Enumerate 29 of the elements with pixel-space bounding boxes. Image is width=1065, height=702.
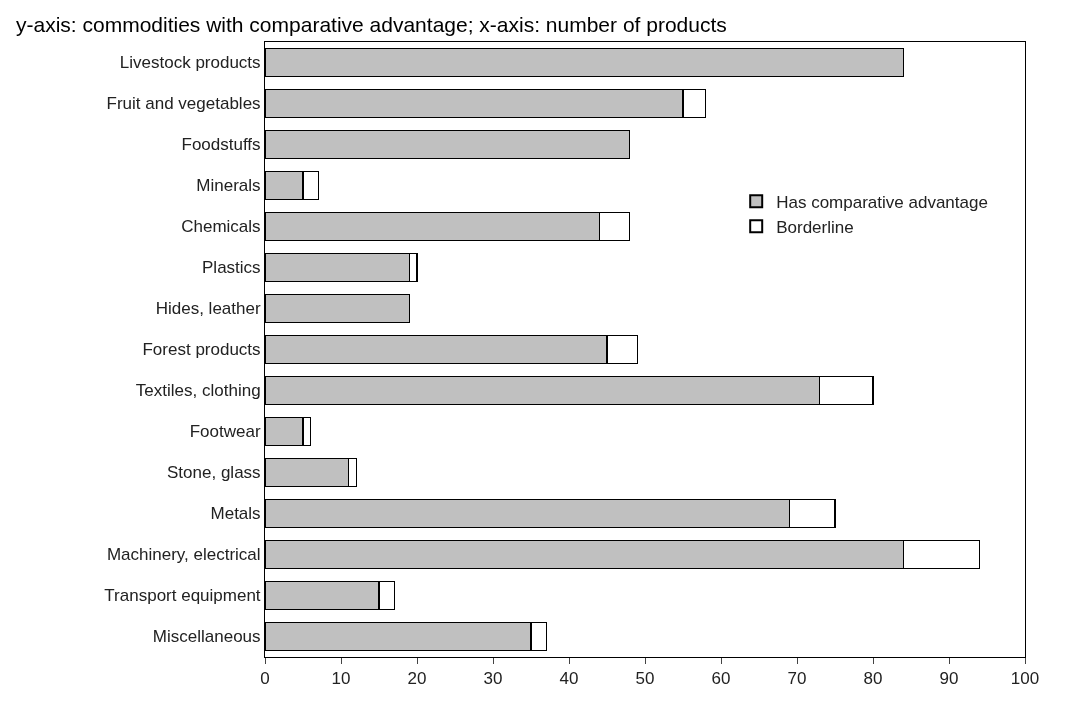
x-tick-label: 70 bbox=[787, 669, 807, 689]
x-tick-label: 0 bbox=[260, 669, 270, 689]
chart-title: y-axis: commodities with comparative advantage; x-axis: number of products bbox=[15, 13, 727, 37]
y-tick-label: Minerals bbox=[196, 176, 261, 196]
x-tick-label: 40 bbox=[559, 669, 579, 689]
y-tick-label: Stone, glass bbox=[167, 463, 261, 483]
y-tick-label: Hides, leather bbox=[155, 299, 261, 319]
legend-label: Borderline bbox=[776, 217, 854, 237]
y-tick-label: Machinery, electrical bbox=[106, 545, 261, 565]
y-tick-label: Fruit and vegetables bbox=[106, 94, 261, 114]
x-tick-label: 20 bbox=[407, 669, 427, 689]
x-tick-label: 30 bbox=[483, 669, 503, 689]
y-tick-label: Forest products bbox=[142, 340, 261, 360]
x-tick-label: 60 bbox=[711, 669, 731, 689]
y-tick-label: Livestock products bbox=[119, 53, 261, 73]
x-tick-label: 100 bbox=[1010, 669, 1040, 689]
x-tick-label: 90 bbox=[939, 669, 959, 689]
x-tick-label: 50 bbox=[635, 669, 655, 689]
y-tick-label: Miscellaneous bbox=[152, 627, 261, 647]
x-tick-label: 10 bbox=[331, 669, 351, 689]
legend-label: Has comparative advantage bbox=[776, 192, 988, 212]
y-tick-label: Plastics bbox=[202, 258, 261, 278]
y-tick-label: Metals bbox=[210, 504, 261, 524]
y-tick-label: Footwear bbox=[189, 422, 261, 442]
y-tick-label: Chemicals bbox=[181, 217, 261, 237]
y-tick-label: Textiles, clothing bbox=[135, 381, 261, 401]
x-tick-label: 80 bbox=[863, 669, 883, 689]
y-tick-label: Foodstuffs bbox=[181, 135, 261, 155]
y-tick-label: Transport equipment bbox=[104, 586, 261, 606]
